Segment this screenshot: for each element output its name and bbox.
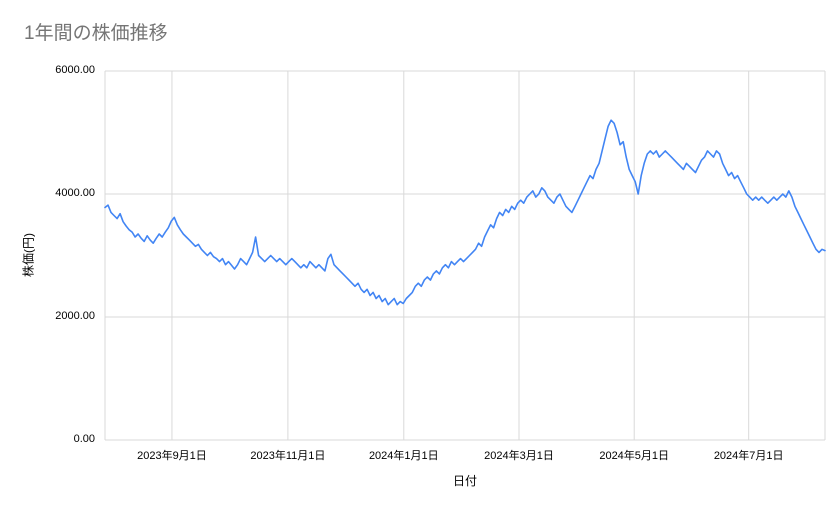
y-tick-label: 6000.00 [55,64,95,76]
gridlines [104,70,826,441]
y-tick-label: 0.00 [73,433,95,445]
x-tick-label: 2024年1月1日 [368,450,439,462]
y-tick-label: 2000.00 [55,310,95,322]
x-axis-title: 日付 [452,474,478,488]
x-tick-label: 2024年7月1日 [713,450,784,462]
y-tick-label: 4000.00 [55,187,95,199]
price-line [104,119,826,306]
x-tick-label: 2023年11月1日 [250,450,326,462]
chart-title: 1年間の株価推移 [24,23,168,44]
x-tick-label: 2024年3月1日 [484,450,554,462]
x-tick-label: 2023年9月1日 [137,450,207,462]
x-tick-label: 2024年5月1日 [599,450,670,462]
